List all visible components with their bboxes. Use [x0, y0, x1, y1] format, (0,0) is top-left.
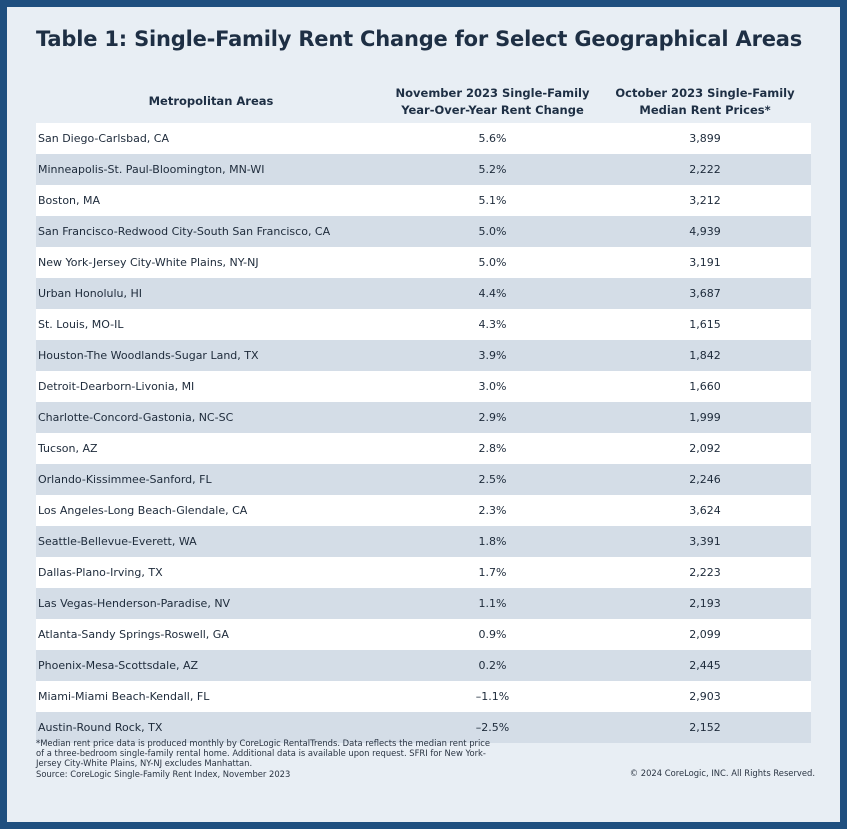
table-row: Miami-Miami Beach-Kendall, FL –1.1% 2,903	[36, 681, 811, 712]
cell-area: New York-Jersey City-White Plains, NY-NJ	[38, 256, 259, 269]
footnote: *Median rent price data is produced mont…	[36, 738, 536, 779]
cell-area: St. Louis, MO-IL	[38, 318, 124, 331]
rent-table: Metropolitan Areas November 2023 Single-…	[36, 79, 811, 743]
cell-rent-change: 1.8%	[478, 535, 507, 548]
page-title: Table 1: Single-Family Rent Change for S…	[36, 27, 803, 51]
table-row: Las Vegas-Henderson-Paradise, NV 1.1% 2,19…	[36, 588, 811, 619]
cell-rent-change: 1.1%	[478, 597, 507, 610]
copyright: © 2024 CoreLogic, INC. All Rights Reserv…	[629, 768, 815, 778]
cell-rent-change: 2.5%	[478, 473, 507, 486]
cell-area: San Diego-Carlsbad, CA	[38, 132, 170, 145]
table-row: Los Angeles-Long Beach-Glendale, CA 2.3% 3…	[36, 495, 811, 526]
table-row: Dallas-Plano-Irving, TX 1.7% 2,223	[36, 557, 811, 588]
cell-median-rent: 1,615	[689, 318, 721, 331]
cell-area: Boston, MA	[38, 194, 101, 207]
cell-median-rent: 3,687	[689, 287, 721, 300]
cell-area: Austin-Round Rock, TX	[38, 721, 163, 734]
cell-rent-change: 1.7%	[478, 566, 507, 579]
table-row: St. Louis, MO-IL 4.3% 1,615	[36, 309, 811, 340]
cell-rent-change: 5.1%	[478, 194, 507, 207]
cell-median-rent: 2,222	[689, 163, 721, 176]
cell-median-rent: 1,660	[689, 380, 721, 393]
header-median-rent-line2: Median Rent Prices*	[639, 103, 771, 117]
cell-median-rent: 3,191	[689, 256, 721, 269]
cell-median-rent: 3,391	[689, 535, 721, 548]
cell-area: Houston-The Woodlands-Sugar Land, TX	[38, 349, 259, 362]
footnote-line: of a three-bedroom single-family rental …	[36, 748, 486, 759]
table-row: Charlotte-Concord-Gastonia, NC-SC 2.9% 1,9…	[36, 402, 811, 433]
cell-area: Minneapolis-St. Paul-Bloomington, MN-WI	[38, 163, 265, 176]
table-row: Boston, MA 5.1% 3,212	[36, 185, 811, 216]
cell-median-rent: 2,092	[689, 442, 721, 455]
cell-median-rent: 2,193	[689, 597, 721, 610]
cell-median-rent: 4,939	[689, 225, 721, 238]
table-row: Phoenix-Mesa-Scottsdale, AZ 0.2% 2,445	[36, 650, 811, 681]
table-body: San Diego-Carlsbad, CA 5.6% 3,899 Minneapol…	[36, 123, 811, 743]
cell-median-rent: 1,999	[689, 411, 721, 424]
cell-area: Los Angeles-Long Beach-Glendale, CA	[38, 504, 248, 517]
header-rent-change: November 2023 Single-Family Year-Over-Ye…	[386, 85, 599, 119]
cell-median-rent: 2,903	[689, 690, 721, 703]
table-row: Detroit-Dearborn-Livonia, MI 3.0% 1,660	[36, 371, 811, 402]
cell-median-rent: 3,899	[689, 132, 721, 145]
header-metropolitan-areas: Metropolitan Areas	[148, 94, 274, 108]
cell-median-rent: 3,624	[689, 504, 721, 517]
cell-area: Detroit-Dearborn-Livonia, MI	[38, 380, 195, 393]
footnote-line: *Median rent price data is produced mont…	[36, 738, 491, 748]
cell-rent-change: 0.2%	[478, 659, 507, 672]
cell-median-rent: 2,152	[689, 721, 721, 734]
cell-median-rent: 2,445	[689, 659, 721, 672]
cell-rent-change: –2.5%	[475, 721, 510, 734]
cell-median-rent: 2,099	[689, 628, 721, 641]
cell-rent-change: 4.4%	[478, 287, 507, 300]
header-rent-change-line1: November 2023 Single-Family	[395, 86, 590, 100]
cell-area: San Francisco-Redwood City-South San Fra…	[38, 225, 331, 238]
cell-median-rent: 2,223	[689, 566, 721, 579]
cell-rent-change: 2.9%	[478, 411, 507, 424]
cell-rent-change: 3.9%	[478, 349, 507, 362]
cell-area: Phoenix-Mesa-Scottsdale, AZ	[38, 659, 199, 672]
cell-rent-change: –1.1%	[475, 690, 510, 703]
cell-rent-change: 5.2%	[478, 163, 507, 176]
cell-rent-change: 0.9%	[478, 628, 507, 641]
cell-area: Tucson, AZ	[38, 442, 98, 455]
table-row: Houston-The Woodlands-Sugar Land, TX 3.9%…	[36, 340, 811, 371]
cell-rent-change: 5.6%	[478, 132, 507, 145]
footnote-source: Source: CoreLogic Single-Family Rent Ind…	[36, 768, 291, 779]
table-row: Tucson, AZ 2.8% 2,092	[36, 433, 811, 464]
cell-area: Urban Honolulu, HI	[38, 287, 143, 300]
cell-rent-change: 4.3%	[478, 318, 507, 331]
table-row: Austin-Round Rock, TX –2.5% 2,152	[36, 712, 811, 743]
table-row: Atlanta-Sandy Springs-Roswell, GA 0.9% 2,0…	[36, 619, 811, 650]
table-row: Minneapolis-St. Paul-Bloomington, MN-WI 5…	[36, 154, 811, 185]
cell-median-rent: 3,212	[689, 194, 721, 207]
table-row: San Diego-Carlsbad, CA 5.6% 3,899	[36, 123, 811, 154]
cell-rent-change: 2.8%	[478, 442, 507, 455]
cell-median-rent: 1,842	[689, 349, 721, 362]
cell-rent-change: 3.0%	[478, 380, 507, 393]
cell-area: Atlanta-Sandy Springs-Roswell, GA	[38, 628, 229, 641]
table-row: Orlando-Kissimmee-Sanford, FL 2.5% 2,246	[36, 464, 811, 495]
cell-rent-change: 5.0%	[478, 256, 507, 269]
table-card: Table 1: Single-Family Rent Change for S…	[7, 7, 840, 822]
cell-area: Dallas-Plano-Irving, TX	[38, 566, 163, 579]
cell-area: Miami-Miami Beach-Kendall, FL	[38, 690, 210, 703]
header-median-rent: October 2023 Single-Family Median Rent P…	[599, 85, 811, 119]
cell-area: Las Vegas-Henderson-Paradise, NV	[38, 597, 231, 610]
cell-area: Orlando-Kissimmee-Sanford, FL	[38, 473, 212, 486]
table-row: Urban Honolulu, HI 4.4% 3,687	[36, 278, 811, 309]
cell-median-rent: 2,246	[689, 473, 721, 486]
table-row: New York-Jersey City-White Plains, NY-NJ…	[36, 247, 811, 278]
header-median-rent-line1: October 2023 Single-Family	[615, 86, 795, 100]
table-row: Seattle-Bellevue-Everett, WA 1.8% 3,391	[36, 526, 811, 557]
footnote-line: Jersey City-White Plains, NY-NJ excludes…	[36, 758, 253, 769]
table-row: San Francisco-Redwood City-South San Fra…	[36, 216, 811, 247]
cell-rent-change: 5.0%	[478, 225, 507, 238]
table-header: Metropolitan Areas November 2023 Single-…	[36, 79, 811, 123]
header-rent-change-line2: Year-Over-Year Rent Change	[401, 103, 584, 117]
cell-rent-change: 2.3%	[478, 504, 507, 517]
cell-area: Seattle-Bellevue-Everett, WA	[38, 535, 197, 548]
cell-area: Charlotte-Concord-Gastonia, NC-SC	[38, 411, 234, 424]
